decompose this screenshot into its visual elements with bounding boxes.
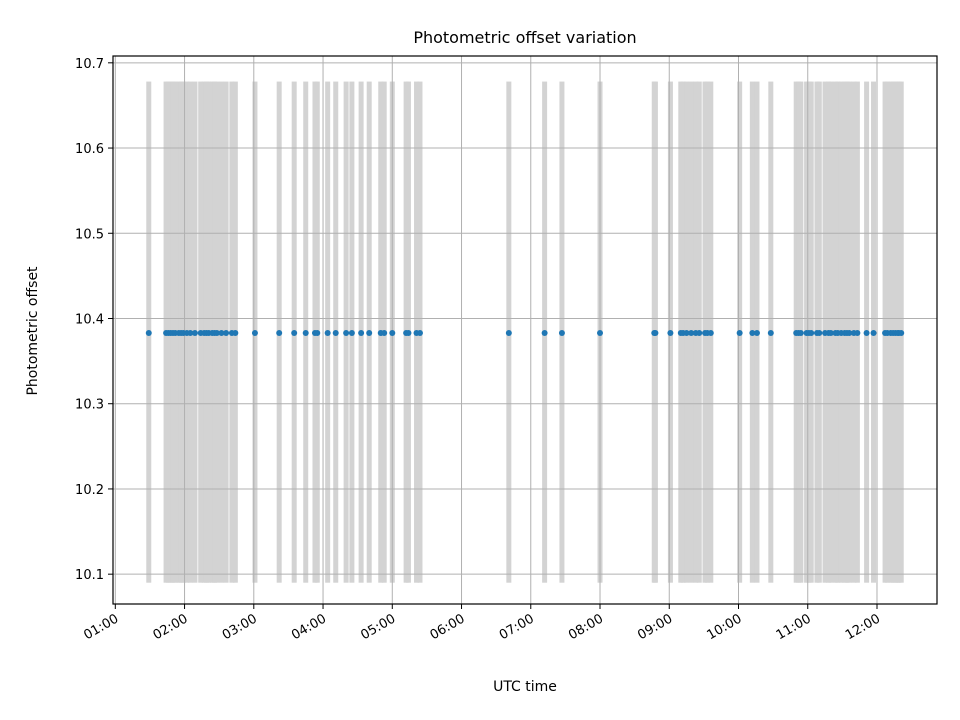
data-point (381, 329, 388, 336)
data-point (505, 329, 512, 336)
data-point (863, 329, 870, 336)
data-point (749, 329, 756, 336)
data-point (854, 329, 861, 336)
data-point (797, 329, 804, 336)
data-point (696, 329, 703, 336)
data-point (898, 329, 905, 336)
data-point (707, 329, 714, 336)
data-point (332, 329, 339, 336)
data-point (688, 329, 695, 336)
data-point (358, 329, 365, 336)
x-axis-label: UTC time (493, 679, 557, 695)
data-point (191, 329, 198, 336)
data-point (405, 329, 412, 336)
data-point (389, 329, 396, 336)
data-point (145, 329, 152, 336)
data-point (667, 329, 674, 336)
plot-frame (112, 55, 938, 605)
data-point (223, 329, 230, 336)
data-point (187, 329, 194, 336)
data-point (652, 329, 659, 336)
data-point (348, 329, 355, 336)
data-point (816, 329, 823, 336)
data-point (541, 329, 548, 336)
data-points (145, 329, 905, 336)
data-point (736, 329, 743, 336)
y-tick-label: 10.6 (75, 142, 104, 157)
chart-title: Photometric offset variation (413, 28, 636, 47)
data-point (767, 329, 774, 336)
y-axis-ticks: 10.1 10.2 10.3 10.4 10.5 10.6 10.7 (75, 57, 113, 583)
data-point (827, 329, 834, 336)
y-tick-label: 10.3 (75, 398, 104, 413)
data-point (846, 329, 853, 336)
data-point (558, 329, 565, 336)
data-point (366, 329, 373, 336)
y-tick-label: 10.1 (75, 568, 104, 583)
data-point (251, 329, 258, 336)
data-point (753, 329, 760, 336)
y-tick-label: 10.7 (75, 57, 104, 72)
data-point (291, 329, 298, 336)
data-point (232, 329, 239, 336)
data-point (416, 329, 423, 336)
data-point (683, 329, 690, 336)
data-point (213, 329, 220, 336)
y-tick-label: 10.4 (75, 312, 104, 327)
y-axis-label: Photometric offset (25, 266, 41, 396)
data-point (343, 329, 350, 336)
y-tick-label: 10.5 (75, 227, 104, 242)
data-point (276, 329, 283, 336)
data-point (314, 329, 321, 336)
data-point (324, 329, 331, 336)
data-point (302, 329, 309, 336)
data-point (808, 329, 815, 336)
data-point (870, 329, 877, 336)
y-tick-label: 10.2 (75, 483, 104, 498)
data-point (597, 329, 604, 336)
data-point (218, 329, 225, 336)
